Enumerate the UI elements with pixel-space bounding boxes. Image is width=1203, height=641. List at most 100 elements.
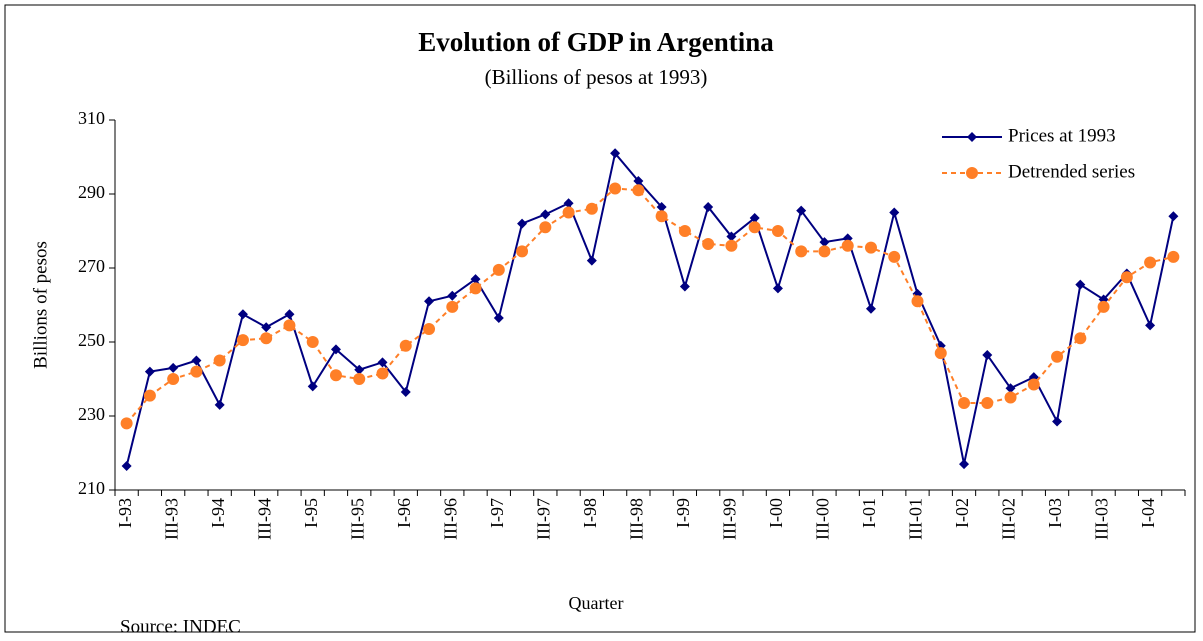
data-point: [1144, 256, 1157, 269]
data-point: [1051, 350, 1064, 363]
data-point: [376, 367, 389, 380]
data-point: [144, 366, 155, 377]
data-point: [586, 255, 597, 266]
data-point: [585, 202, 598, 215]
data-point: [934, 347, 947, 360]
data-point: [214, 399, 225, 410]
data-point: [725, 239, 738, 252]
x-tick-label: III-02: [999, 498, 1019, 540]
data-point: [958, 397, 971, 410]
data-point: [562, 206, 575, 219]
data-point: [190, 365, 203, 378]
data-point: [632, 184, 645, 197]
data-point: [400, 386, 411, 397]
data-point: [563, 198, 574, 209]
x-tick-label: III-93: [161, 498, 181, 540]
data-point: [517, 218, 528, 229]
series-line: [125, 151, 1175, 467]
data-point: [818, 245, 831, 258]
data-point: [447, 290, 458, 301]
data-point: [539, 221, 552, 234]
x-tick-label: I-00: [766, 498, 786, 528]
data-point: [1074, 332, 1087, 345]
data-point: [864, 241, 877, 254]
data-point: [121, 460, 132, 471]
x-tick-label: I-04: [1138, 498, 1158, 528]
data-point: [168, 362, 179, 373]
legend-label: Detrended series: [1008, 161, 1135, 182]
x-tick-label: I-02: [952, 498, 972, 528]
data-point: [633, 176, 644, 187]
x-tick-label: III-95: [347, 498, 367, 540]
data-point: [703, 201, 714, 212]
data-point: [678, 225, 691, 237]
data-point: [795, 245, 808, 258]
data-point: [423, 323, 436, 336]
data-point: [492, 263, 505, 276]
x-tick-label: III-96: [440, 498, 460, 540]
data-point: [237, 309, 248, 320]
data-point: [888, 250, 901, 263]
data-point: [749, 213, 760, 224]
data-point: [981, 397, 994, 410]
data-point: [261, 322, 272, 333]
y-tick-label: 310: [78, 108, 105, 128]
data-point: [540, 209, 551, 220]
x-tick-label: III-98: [626, 498, 646, 540]
source-note: Source: INDEC: [120, 616, 241, 637]
x-tick-label: I-96: [394, 498, 414, 528]
data-point: [284, 309, 295, 320]
x-tick-label: I-93: [115, 498, 135, 528]
data-point: [143, 389, 156, 402]
x-tick-label: I-98: [580, 498, 600, 528]
data-point: [469, 282, 482, 295]
data-point: [610, 148, 621, 159]
data-point: [771, 225, 784, 237]
data-point: [260, 332, 273, 345]
data-point: [213, 354, 226, 367]
x-tick-label: I-99: [673, 498, 693, 528]
data-point: [399, 339, 412, 352]
chart-title: Evolution of GDP in Argentina: [418, 27, 774, 57]
data-point: [1167, 250, 1180, 263]
data-point: [1005, 383, 1016, 394]
y-tick-label: 230: [78, 404, 105, 424]
x-tick-label: III-99: [720, 498, 740, 540]
data-point: [1120, 271, 1133, 284]
x-tick-label: I-94: [208, 498, 228, 528]
data-point: [353, 373, 366, 385]
data-point: [236, 334, 249, 347]
data-point: [354, 364, 365, 375]
x-tick-label: I-01: [859, 498, 879, 528]
data-point: [679, 281, 690, 292]
chart-subtitle: (Billions of pesos at 1993): [485, 65, 708, 89]
data-point: [911, 295, 924, 308]
y-tick-label: 210: [78, 478, 105, 498]
data-point: [702, 237, 715, 250]
data-point: [748, 221, 761, 234]
data-point: [306, 336, 319, 348]
data-point: [470, 274, 481, 285]
data-point: [330, 344, 341, 355]
data-point: [609, 182, 622, 195]
x-tick-label: I-03: [1045, 498, 1065, 528]
data-point: [446, 300, 459, 313]
y-axis-label: Billions of pesos: [30, 241, 51, 369]
data-point: [1027, 378, 1040, 391]
series-line: [125, 187, 1174, 425]
data-point: [377, 357, 388, 368]
data-point: [819, 237, 830, 248]
data-point: [772, 283, 783, 294]
data-point: [865, 303, 876, 314]
x-tick-label: III-03: [1092, 498, 1112, 540]
data-point: [516, 245, 529, 258]
data-point: [329, 369, 342, 382]
data-point: [1052, 416, 1063, 427]
data-point: [1145, 320, 1156, 331]
data-point: [982, 349, 993, 360]
x-tick-label: III-97: [533, 498, 553, 540]
legend-label: Prices at 1993: [1008, 125, 1116, 146]
data-point: [656, 201, 667, 212]
